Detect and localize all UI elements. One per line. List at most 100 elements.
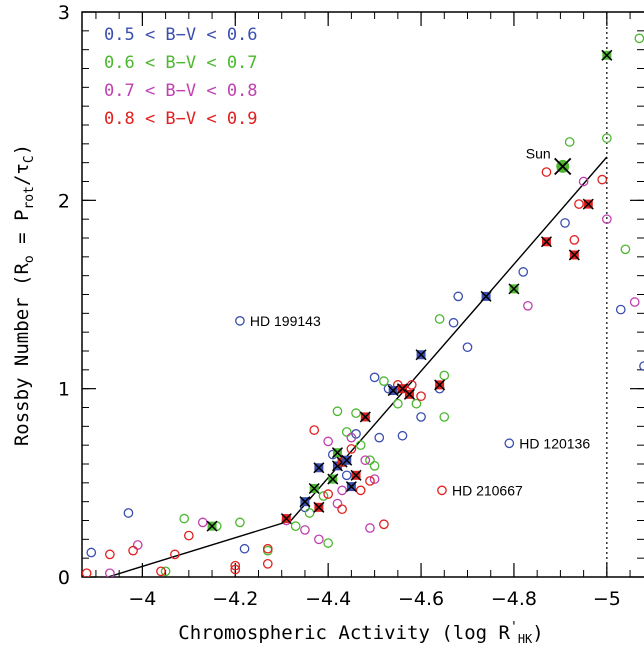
legend-entry: 0.8 < B−V < 0.9 — [104, 109, 258, 129]
crossed-point-x — [601, 49, 613, 61]
data-point — [262, 558, 273, 569]
crossed-point-x — [313, 462, 325, 474]
data-point — [318, 491, 329, 501]
data-point — [332, 498, 343, 509]
crossed-point — [434, 379, 446, 391]
x-tick-label: −4.4 — [305, 588, 351, 610]
data-point — [235, 316, 245, 326]
y-tick-label: 3 — [58, 2, 70, 24]
crossed-point — [568, 249, 580, 261]
y-tick-label: 1 — [58, 379, 70, 401]
crossed-point — [345, 481, 357, 493]
data-point — [369, 372, 380, 383]
data-point — [179, 513, 190, 524]
crossed-point — [480, 290, 492, 302]
data-point — [290, 521, 301, 532]
star-label: HD 210667 — [452, 482, 523, 498]
data-point — [355, 440, 366, 451]
crossed-point — [331, 447, 343, 459]
data-point — [235, 517, 245, 528]
crossed-point — [341, 454, 353, 466]
data-point — [462, 342, 473, 353]
data-point — [578, 176, 589, 187]
data-point — [601, 214, 612, 225]
crossed-point — [415, 349, 427, 361]
star-label: HD 120136 — [519, 435, 590, 451]
crossed-point — [396, 383, 409, 395]
data-point — [160, 566, 171, 577]
crossed-point-x — [345, 481, 357, 493]
y-tick-labels: 0 1 2 3 — [58, 2, 70, 589]
data-point — [439, 370, 450, 381]
data-point — [379, 376, 389, 386]
data-point — [365, 476, 375, 486]
data-point — [448, 317, 459, 328]
x-tick-label: −4 — [128, 588, 156, 610]
data-point — [518, 267, 529, 277]
crossed-point — [359, 411, 371, 423]
crossed-point-x — [206, 520, 218, 532]
data-point — [337, 485, 347, 496]
data-point — [597, 174, 608, 185]
crossed-point-x — [434, 379, 446, 391]
crossed-point-x — [331, 447, 343, 459]
data-point — [128, 545, 138, 556]
data-point — [369, 474, 380, 484]
data-point — [132, 540, 143, 550]
data-point — [560, 218, 570, 228]
data-point — [300, 525, 310, 535]
data-point — [105, 549, 115, 560]
data-point — [564, 137, 575, 147]
data-point — [439, 412, 450, 422]
crossed-point — [299, 496, 311, 508]
crossed-point — [327, 473, 339, 485]
data-point — [337, 504, 347, 515]
crossed-point — [540, 236, 552, 248]
data-point — [416, 412, 426, 422]
annotations: Sun HD 199143 HD 120136 HD 210667 — [250, 145, 590, 498]
crossed-point-x — [359, 411, 371, 423]
data-point — [230, 560, 241, 571]
crossed-point-x — [327, 473, 339, 485]
data-point — [170, 549, 180, 560]
crossed-point-x — [280, 513, 292, 525]
data-point — [332, 406, 343, 417]
data-point — [634, 33, 644, 44]
x-tick-labels: −4 −4.2 −4.4 −4.6 −4.8 −5 — [128, 588, 620, 610]
data-point — [392, 398, 403, 409]
data-point — [323, 489, 334, 499]
data-point — [615, 304, 626, 315]
data-point — [601, 133, 612, 144]
crossed-point-x — [582, 198, 594, 210]
data-point — [123, 508, 134, 518]
data-point — [341, 427, 352, 437]
data-point — [523, 300, 533, 311]
data-point — [434, 314, 445, 324]
data-point — [629, 297, 640, 307]
fit-line — [105, 156, 608, 577]
data-point — [105, 568, 115, 577]
data-point — [156, 566, 166, 577]
crossed-point-x — [396, 383, 409, 395]
crossed-point-x — [415, 349, 427, 361]
crossed-point — [350, 469, 362, 481]
data-point — [411, 398, 422, 409]
data-point — [620, 244, 631, 255]
data-point — [574, 199, 584, 209]
crossed-point-x — [403, 388, 415, 400]
data-point — [639, 361, 644, 371]
data-point — [365, 523, 375, 533]
crossed-point — [206, 520, 218, 532]
crossed-point-x — [508, 283, 520, 295]
data-point — [341, 470, 352, 481]
x-tick-label: −4.8 — [491, 588, 537, 610]
data-point — [351, 408, 361, 418]
crossed-point — [601, 49, 613, 61]
data-point — [416, 391, 426, 402]
crossed-point-x — [568, 249, 580, 261]
y-axis-title: Rossby Number (Ro = Prot/τC) — [11, 144, 37, 446]
crossed-point — [403, 388, 415, 400]
data-point — [314, 534, 324, 545]
legend-entry: 0.5 < B−V < 0.6 — [104, 25, 258, 45]
